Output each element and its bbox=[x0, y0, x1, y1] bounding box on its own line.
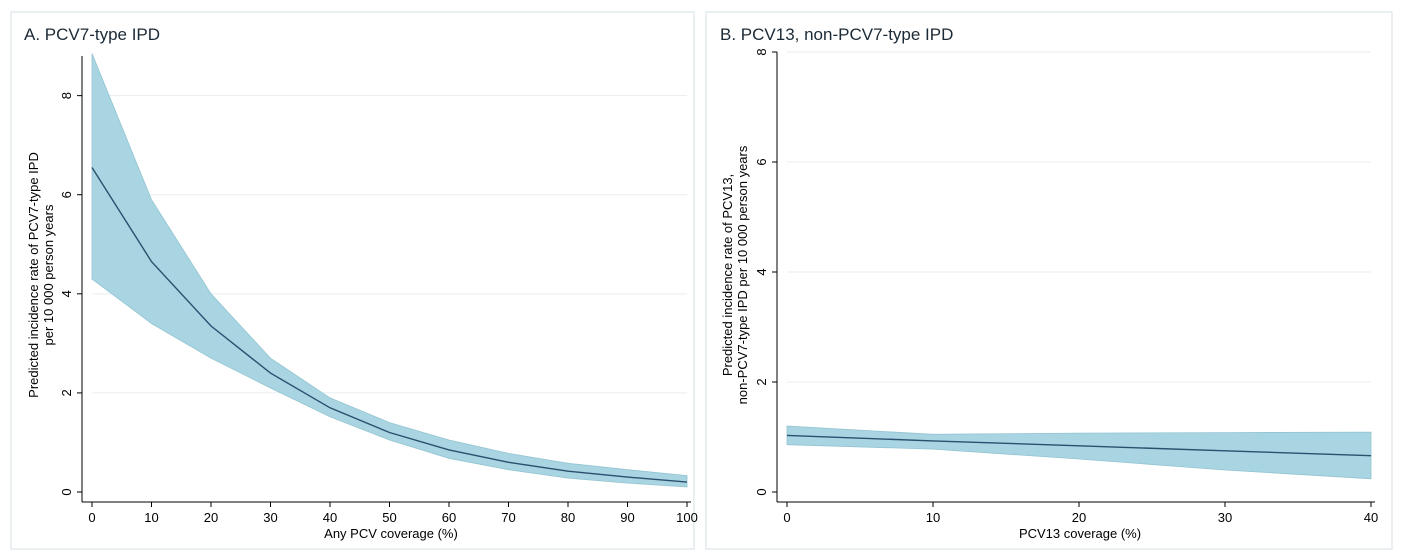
panel-b-x-axis-title: PCV13 coverage (%) bbox=[1019, 526, 1141, 541]
panel-a-x-tick-label-100: 100 bbox=[676, 510, 698, 525]
panel-a-x-tick-label-60: 60 bbox=[442, 510, 456, 525]
panel-a-y-tick-label-0: 0 bbox=[59, 488, 74, 495]
panel-a-x-ticks: 0 10 20 30 40 50 60 70 80 90 100 bbox=[88, 502, 698, 525]
panel-b-gridlines bbox=[787, 51, 1371, 383]
panel-b-y-ticks: 0 2 4 6 8 bbox=[754, 48, 777, 496]
panel-b-y-axis-title-line2: non-PCV7-type IPD per 10 000 person year… bbox=[735, 145, 750, 404]
panel-b-estimate-line bbox=[786, 434, 1372, 457]
panel-b-x-tick-label-0: 0 bbox=[783, 510, 790, 525]
panel-b-confidence-band bbox=[786, 425, 1372, 480]
panel-b-x-tick-label-40: 40 bbox=[1364, 510, 1378, 525]
panel-a-y-tick-label-2: 2 bbox=[59, 389, 74, 396]
panel-b-y-tick-label-2: 2 bbox=[754, 378, 769, 385]
panel-a-x-tick-label-80: 80 bbox=[561, 510, 575, 525]
panel-b-y-tick-label-0: 0 bbox=[754, 488, 769, 495]
panel-a-x-tick-label-10: 10 bbox=[144, 510, 158, 525]
panel-a-confidence-band bbox=[91, 53, 688, 488]
panel-b-x-ticks: 0 10 20 30 40 bbox=[783, 502, 1378, 525]
panel-a: A. PCV7-type IPD 0 2 4 6 8 0 10 20 30 40 50 60 70 80… bbox=[10, 11, 698, 550]
panel-a-x-tick-label-0: 0 bbox=[88, 510, 95, 525]
panel-a-y-axis-title-line1: Predicted incidence rate of PCV7-type IP… bbox=[26, 152, 41, 398]
panel-b-x-tick-label-10: 10 bbox=[926, 510, 940, 525]
panel-a-y-axis-title-line2: per 10 000 person years bbox=[41, 204, 56, 345]
panel-a-y-tick-label-4: 4 bbox=[59, 290, 74, 297]
panel-b-y-axis-title-line1: Predicted incidence rate of PCV13, bbox=[720, 174, 735, 376]
panel-a-x-tick-label-30: 30 bbox=[263, 510, 277, 525]
panel-a-x-tick-label-40: 40 bbox=[323, 510, 337, 525]
panel-b-y-tick-label-8: 8 bbox=[754, 48, 769, 55]
panel-b-title: B. PCV13, non-PCV7-type IPD bbox=[720, 25, 953, 44]
panel-b-x-tick-label-30: 30 bbox=[1218, 510, 1232, 525]
panel-b-x-tick-label-20: 20 bbox=[1072, 510, 1086, 525]
panel-a-x-axis-title: Any PCV coverage (%) bbox=[324, 526, 458, 541]
panel-a-x-tick-label-70: 70 bbox=[501, 510, 515, 525]
panel-a-estimate-line bbox=[91, 167, 688, 483]
panel-a-y-tick-label-8: 8 bbox=[59, 92, 74, 99]
panel-a-title: A. PCV7-type IPD bbox=[24, 25, 160, 44]
panel-a-x-tick-label-90: 90 bbox=[620, 510, 634, 525]
panel-b-y-tick-label-4: 4 bbox=[754, 268, 769, 275]
panel-a-y-ticks: 0 2 4 6 8 bbox=[59, 92, 82, 496]
panel-b: B. PCV13, non-PCV7-type IPD 0 2 4 6 8 0 10 20 3… bbox=[705, 11, 1393, 550]
panel-a-x-tick-label-50: 50 bbox=[382, 510, 396, 525]
panel-b-y-tick-label-6: 6 bbox=[754, 158, 769, 165]
panel-a-y-tick-label-6: 6 bbox=[59, 191, 74, 198]
panel-a-x-tick-label-20: 20 bbox=[204, 510, 218, 525]
